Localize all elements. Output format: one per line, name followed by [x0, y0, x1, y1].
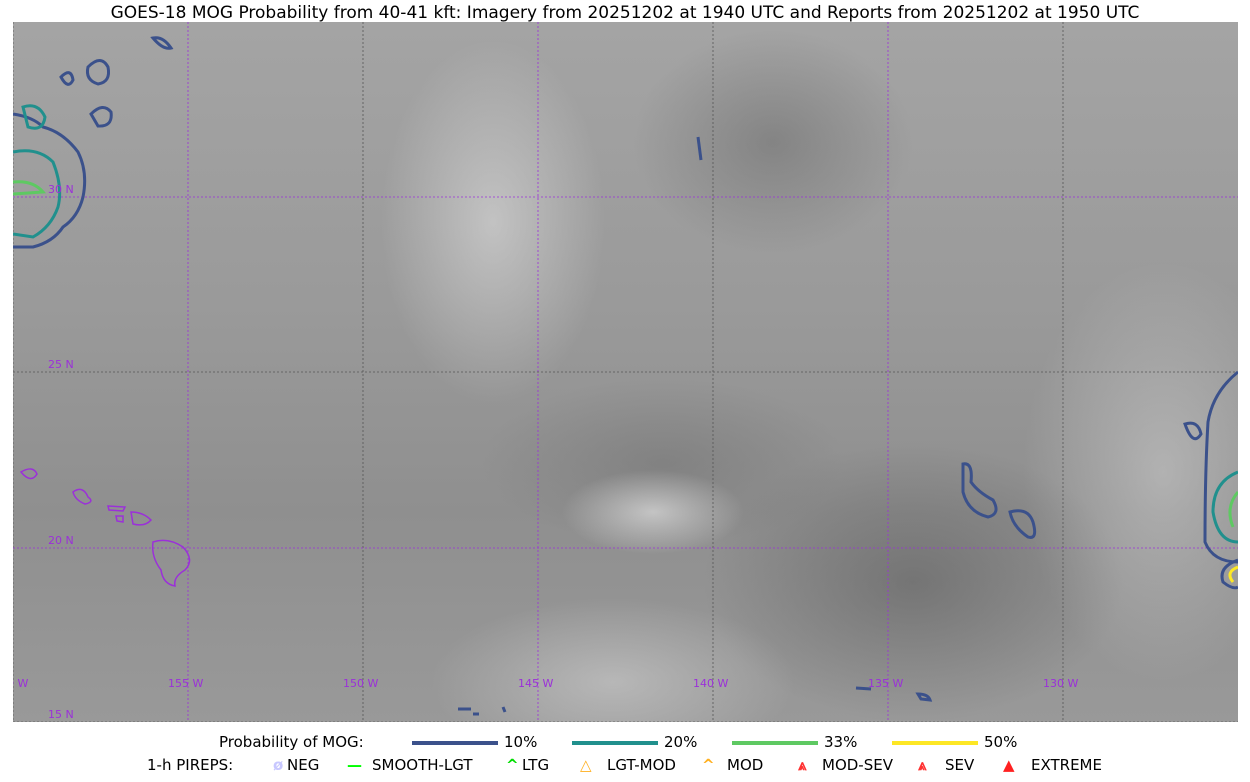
probability-legend-label: Probability of MOG:: [219, 733, 364, 751]
legend-entry: LGT-MOD: [607, 756, 676, 774]
legend-entry: 33%: [824, 733, 858, 751]
legend-entry: MOD: [727, 756, 764, 774]
pireps-legend-label: 1-h PIREPS:: [147, 756, 234, 774]
island-outlines: [19, 468, 191, 587]
contour-10pct: [696, 136, 703, 161]
contour-50pct: [1228, 565, 1238, 583]
contour-10pct: [458, 706, 507, 716]
satellite-map: 160 W 155 W 150 W 145 W 140 W 135 W 130 W 30 N…: [13, 22, 1238, 722]
legend-entry: 50%: [984, 733, 1018, 751]
legend-entry: NEG: [287, 756, 320, 774]
longitude-label: 140 W: [693, 677, 729, 690]
mod-sev-icon: ⩓: [798, 756, 807, 774]
contour-10pct: [86, 59, 110, 86]
legend-entry: 20%: [664, 733, 698, 751]
contour-10pct: [1008, 509, 1037, 539]
contour-10pct: [1203, 370, 1238, 564]
contour-20pct: [21, 104, 47, 130]
legend-entry: MOD-SEV: [822, 756, 893, 774]
longitude-label: 135 W: [868, 677, 904, 690]
contour-10pct: [855, 686, 933, 702]
contour-10pct: [961, 462, 998, 519]
legend-entry: 10%: [504, 733, 538, 751]
contour-10pct: [89, 106, 113, 128]
sev-icon: ⩓: [918, 756, 927, 774]
contour-10pct: [1220, 558, 1238, 590]
smooth-lgt-line-icon: —: [347, 756, 362, 774]
contour-20pct: [13, 149, 62, 239]
longitude-label: 145 W: [518, 677, 554, 690]
contour-33pct: [13, 180, 47, 196]
legend-entry: SEV: [945, 756, 975, 774]
contour-10pct: [1183, 421, 1203, 441]
neg-icon: ø: [273, 756, 284, 774]
legend-swatch: [892, 741, 978, 745]
lgt-mod-icon: △: [580, 756, 592, 774]
legend-swatch: [732, 741, 818, 745]
longitude-label: 160 W: [13, 677, 29, 690]
longitude-label: 130 W: [1043, 677, 1079, 690]
extreme-triangle-icon: ▲: [1003, 756, 1015, 774]
latitude-label: 20 N: [48, 534, 74, 547]
legend-swatch: [412, 741, 498, 745]
legend-entry: LTG: [522, 756, 550, 774]
latitude-label: 15 N: [48, 708, 74, 721]
longitude-label: 155 W: [168, 677, 204, 690]
legend-entry: SMOOTH-LGT: [372, 756, 473, 774]
latitude-label: 25 N: [48, 358, 74, 371]
legend-entry: EXTREME: [1031, 756, 1102, 774]
contour-10pct: [59, 71, 75, 86]
lat-lon-grid: [13, 22, 1238, 722]
contour-20pct: [1211, 470, 1238, 544]
contour-10pct: [13, 112, 87, 249]
latitude-label: 30 N: [48, 183, 74, 196]
contour-33pct: [1228, 491, 1238, 528]
contour-10pct: [150, 36, 174, 50]
legend-swatch: [572, 741, 658, 745]
ltg-caret-icon: ^: [506, 756, 519, 774]
contour-overlay: [13, 22, 1238, 722]
mog-contours: [13, 36, 1238, 716]
chart-title: GOES-18 MOG Probability from 40-41 kft: …: [110, 3, 1140, 23]
longitude-label: 150 W: [343, 677, 379, 690]
mod-caret-icon: ^: [702, 756, 715, 774]
